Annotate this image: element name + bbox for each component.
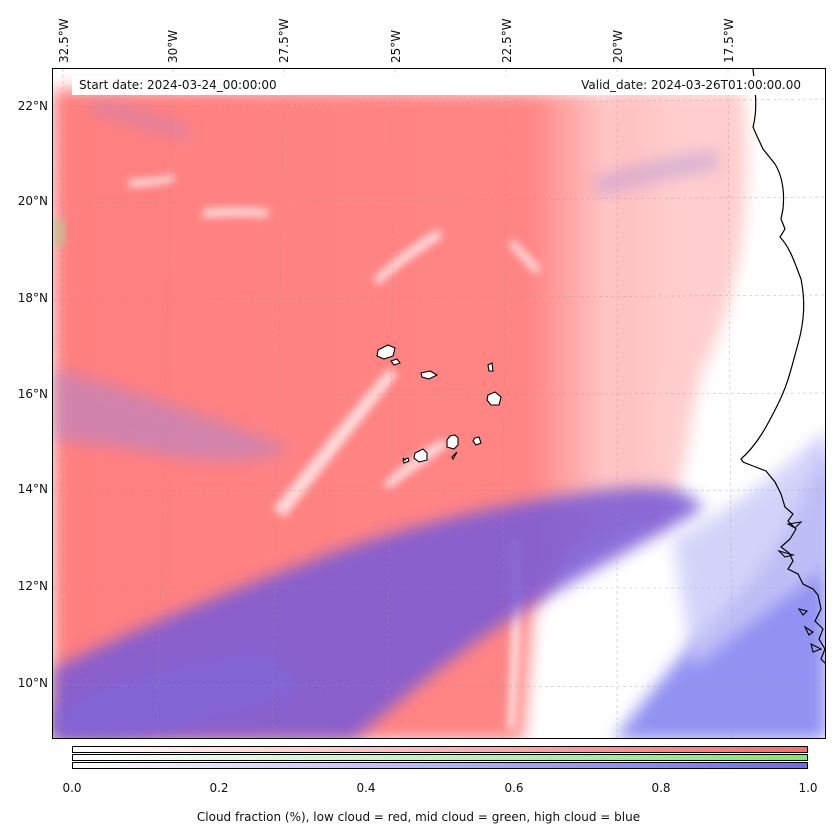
lat-label: 20°N	[17, 194, 48, 208]
lon-label: 30°W	[166, 29, 180, 63]
lon-label: 20°W	[611, 29, 625, 63]
colorbar-tick: 0.6	[504, 781, 524, 795]
colorbar-tick: 0.0	[62, 781, 82, 795]
lon-label: 22.5°W	[500, 18, 514, 63]
colorbar-tick: 1.0	[798, 781, 818, 795]
lon-label: 32.5°W	[57, 18, 71, 63]
colorbar-title: Cloud fraction (%), low cloud = red, mid…	[196, 810, 641, 824]
graticule	[53, 69, 825, 738]
start-date-label: Start date: 2024-03-24_00:00:00	[79, 78, 277, 92]
lat-label: 16°N	[17, 387, 48, 401]
cape-verde-islands	[376, 344, 502, 464]
mid-cloud-patch	[53, 219, 65, 247]
valid-date-label: Valid_date: 2024-03-26T01:00:00.00	[581, 78, 801, 92]
map-canvas	[53, 69, 825, 738]
lat-label: 14°N	[17, 482, 48, 496]
african-coastline	[740, 69, 825, 664]
lon-label: 25°W	[389, 29, 403, 63]
lat-label: 22°N	[17, 99, 48, 113]
map-info-bar: Start date: 2024-03-24_00:00:00 Valid_da…	[72, 76, 808, 95]
lat-label: 18°N	[17, 291, 48, 305]
colorbar-high	[72, 762, 808, 769]
clear-streaks	[128, 174, 541, 729]
gambia-coast	[777, 521, 823, 653]
high-cloud-streak	[53, 369, 293, 461]
colorbar-tick: 0.4	[356, 781, 376, 795]
lat-label: 10°N	[17, 676, 48, 690]
colorbar-mid	[72, 754, 808, 761]
colorbar-tick: 0.2	[209, 781, 229, 795]
colorbar	[72, 746, 808, 770]
high-cloud-east	[614, 443, 825, 738]
colorbar-tick: 0.8	[651, 781, 671, 795]
high-cloud-streak	[93, 99, 193, 139]
high-cloud-streak	[593, 151, 718, 194]
high-cloud-band-lower	[53, 649, 313, 738]
lat-label: 12°N	[17, 579, 48, 593]
cloud-fraction-map[interactable]	[52, 68, 826, 739]
low-cloud-edge	[613, 89, 747, 529]
lon-label: 27.5°W	[277, 18, 291, 63]
colorbar-low	[72, 746, 808, 753]
lon-label: 17.5°W	[722, 18, 736, 63]
